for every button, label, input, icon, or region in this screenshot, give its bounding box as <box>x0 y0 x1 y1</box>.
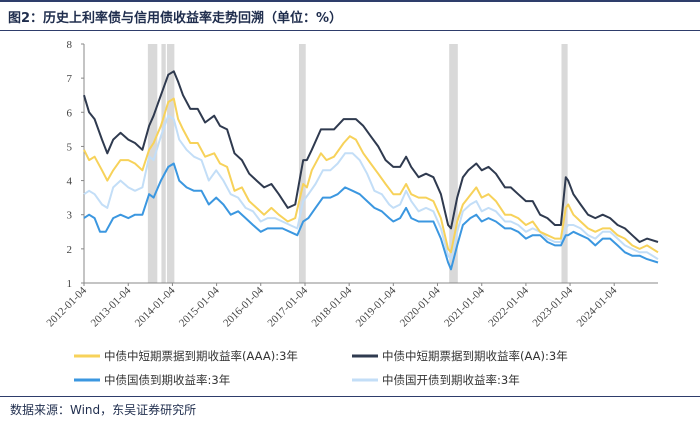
shaded-period-5 <box>449 44 458 283</box>
legend-label-2: 中债中短期票据到期收益率(AA):3年 <box>382 349 568 363</box>
y-tick-label: 6 <box>67 107 73 119</box>
figure-title-bar: 图2：历史上利率债与信用债收益率走势回溯（单位：%） <box>0 0 700 32</box>
y-tick-label: 3 <box>67 210 73 222</box>
x-tick-label: 2017-01-04 <box>265 284 310 329</box>
y-tick-label: 4 <box>67 176 73 188</box>
series-line-1 <box>83 97 659 254</box>
shaded-period-3 <box>166 44 175 283</box>
x-tick-label: 2024-01-04 <box>575 284 620 329</box>
y-tick-label: 5 <box>67 141 73 153</box>
x-tick-label: 2019-01-04 <box>354 284 399 329</box>
x-tick-label: 2023-01-04 <box>530 284 575 329</box>
legend-label-3: 中债国债到期收益率:3年 <box>104 373 230 387</box>
figure-title: 图2：历史上利率债与信用债收益率走势回溯（单位：%） <box>8 11 343 26</box>
chart-legend: 中债中短期票据到期收益率(AAA):3年 中债中短期票据到期收益率(AA):3年中… <box>74 349 568 387</box>
x-tick-label: 2012-01-04 <box>44 284 89 329</box>
series-lines <box>83 70 659 271</box>
x-tick-label: 2016-01-04 <box>221 284 266 329</box>
x-tick-label: 2021-01-04 <box>442 284 487 329</box>
x-tick-label: 2020-01-04 <box>398 284 443 329</box>
shaded-period-6 <box>561 44 568 283</box>
legend-label-4: 中债国开债到期收益率:3年 <box>382 373 520 387</box>
y-tick-label: 2 <box>67 244 73 256</box>
shaded-period-2 <box>161 44 166 283</box>
legend-label-1: 中债中短期票据到期收益率(AAA):3年 <box>104 349 298 363</box>
data-source: 数据来源：Wind，东吴证券研究所 <box>10 403 197 417</box>
x-tick-label: 2022-01-04 <box>486 284 531 329</box>
x-tick-label: 2018-01-04 <box>310 284 355 329</box>
y-tick-label: 7 <box>67 73 73 85</box>
shaded-period-1 <box>147 44 158 283</box>
shaded-periods <box>147 44 568 283</box>
footer-divider <box>0 396 700 397</box>
title-divider <box>0 30 700 31</box>
y-tick-label: 1 <box>67 278 73 290</box>
series-line-3 <box>83 162 659 271</box>
series-line-4 <box>83 114 659 261</box>
series-line-2 <box>83 70 659 243</box>
y-tick-label: 8 <box>67 39 73 51</box>
x-tick-label: 2014-01-04 <box>133 284 178 329</box>
x-tick-label: 2013-01-04 <box>89 284 134 329</box>
x-tick-label: 2015-01-04 <box>177 284 222 329</box>
